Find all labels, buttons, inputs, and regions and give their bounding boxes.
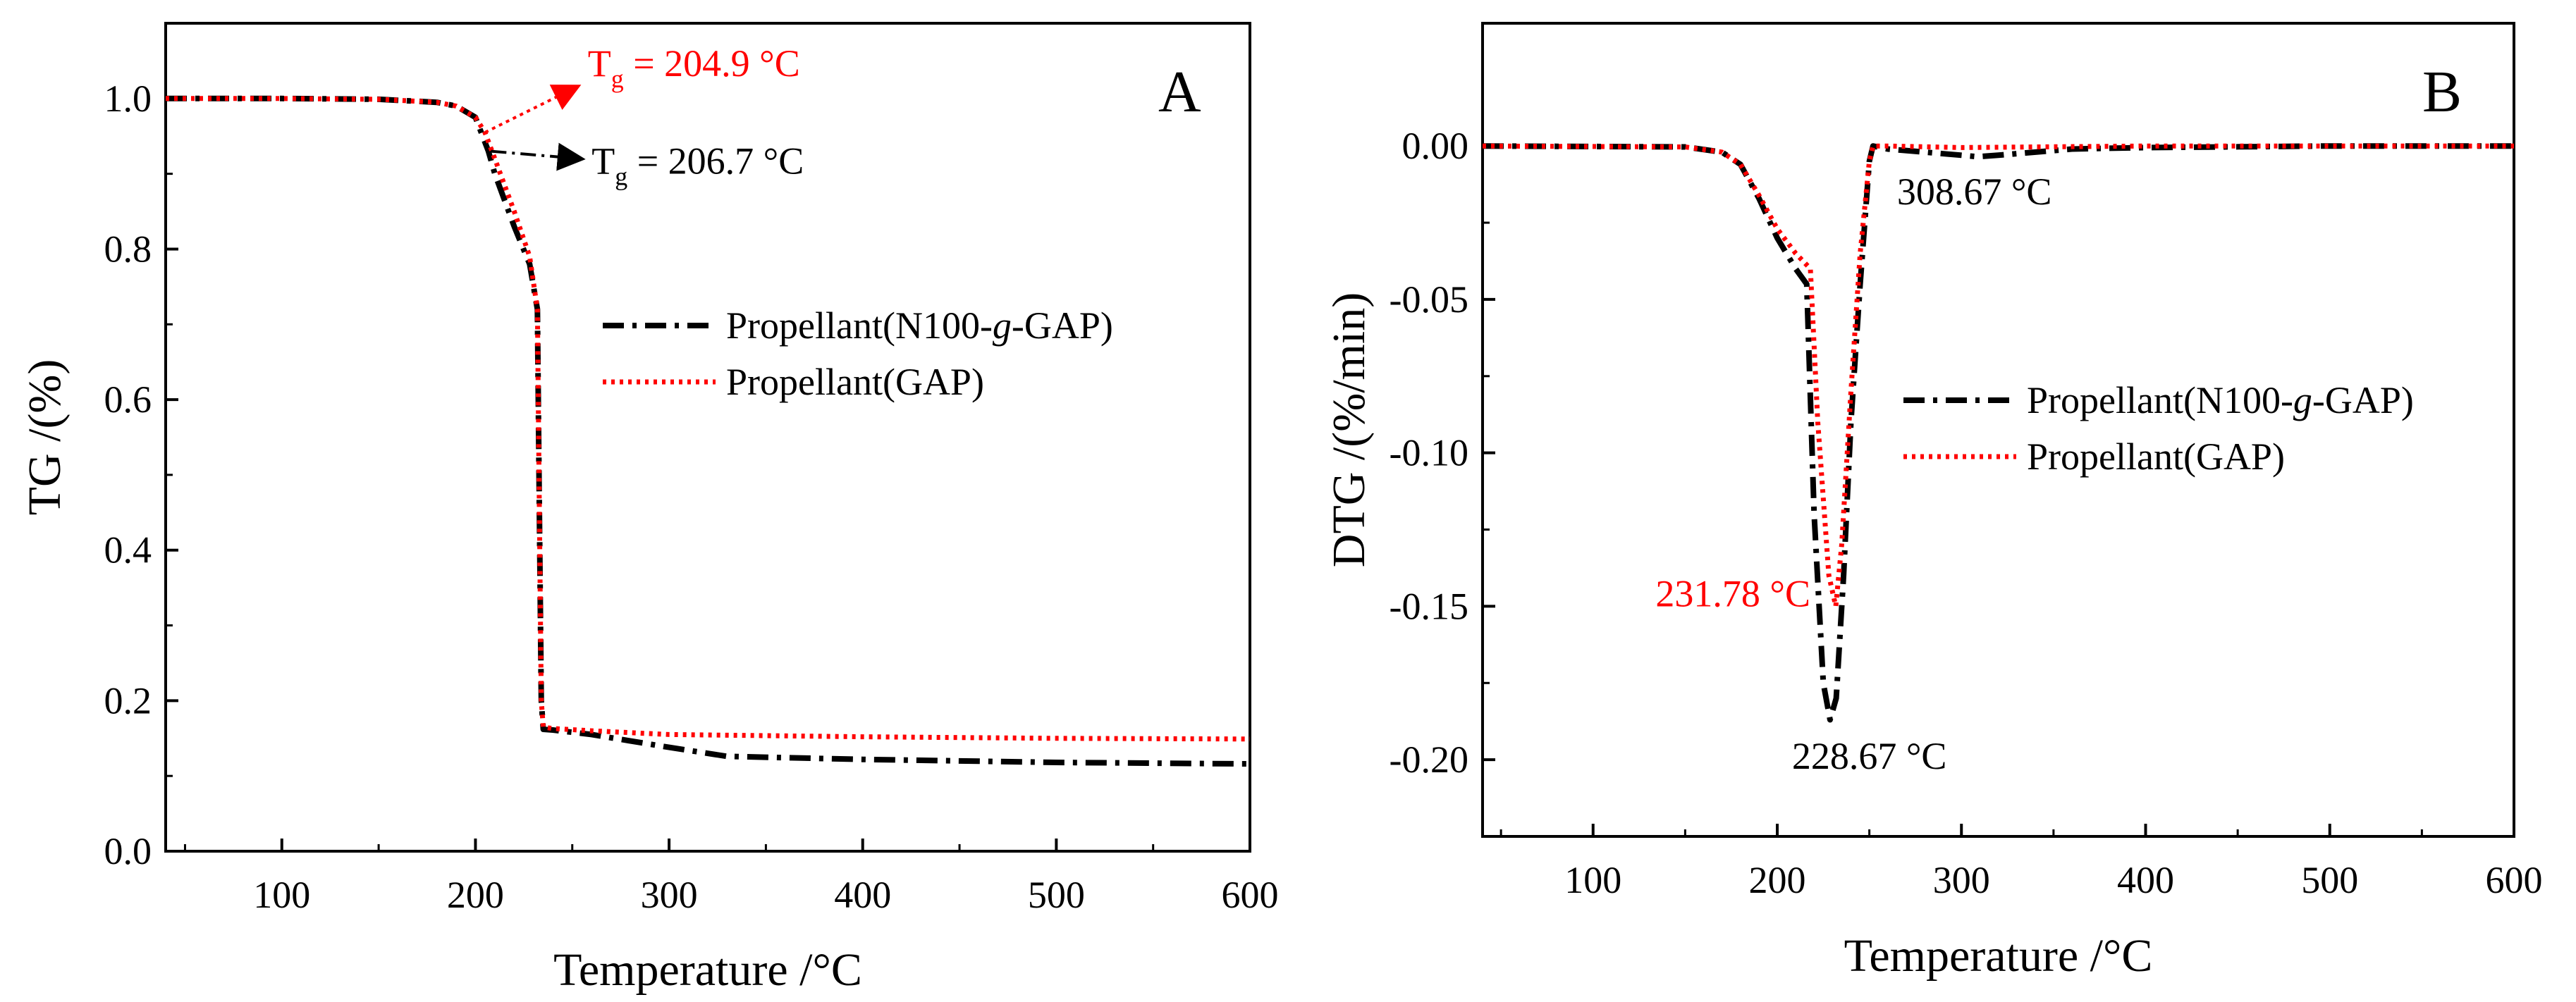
annotation-arrow [491,142,586,171]
x-tick-label: 400 [2117,859,2174,901]
plot-frame [1481,22,2515,838]
plot-frame [164,22,1251,853]
series-line-gap [1482,143,2514,609]
x-tick-label: 200 [447,874,504,916]
panel-label: B [2422,59,2462,125]
x-tick-label: 100 [253,874,310,916]
series-line-n100-g-gap [166,95,1251,767]
y-tick-label: 1.0 [104,78,152,120]
y-tick-label: 0.6 [104,378,152,421]
panel-b: 100 200 300 400 500 600 0.00 -0.05 -0.10 -0.15 -0.… [1323,22,2543,982]
panel-a: 100 200 300 400 500 600 0.0 0.2 0.4 0.6 0.8 1.0 Temp… [19,22,1279,996]
y-tick-label: 0.2 [104,679,152,722]
y-tick-label: 0.4 [104,529,152,571]
x-axis-label: Temperature /°C [553,944,862,996]
y-tick-label: 0.00 [1402,125,1469,167]
x-tick-label: 300 [1933,859,1990,901]
series-line-gap [166,96,1251,742]
y-axis-label: DTG /(%/min) [1323,292,1375,567]
series-line-n100-g-gap [1482,143,2514,723]
y-tick-label: -0.20 [1390,738,1468,781]
panel-label: A [1158,59,1201,125]
y-tick-label: -0.15 [1390,585,1468,627]
x-tick-label: 500 [1028,874,1085,916]
legend-label: Propellant(GAP) [726,361,984,403]
x-tick-label: 600 [2486,859,2543,901]
x-tick-label: 600 [1222,874,1279,916]
y-tick-label: 0.8 [104,228,152,270]
x-tick-label: 500 [2301,859,2358,901]
annotation-label: 308.67 °C [1897,171,2052,213]
x-tick-label: 100 [1564,859,1621,901]
x-axis-label: Temperature /°C [1844,930,2153,982]
annotation-label: Tg = 204.9 °C [588,42,800,93]
y-tick-label: -0.05 [1390,278,1468,321]
legend-label: Propellant(N100-g-GAP) [2027,379,2414,421]
annotation-label: Tg = 206.7 °C [591,140,804,191]
annotation-label: 231.78 °C [1655,572,1810,614]
annotation-label: 228.67 °C [1792,735,1947,777]
y-tick-label: -0.10 [1390,432,1468,474]
legend-label: Propellant(GAP) [2027,435,2285,478]
legend-label: Propellant(N100-g-GAP) [726,304,1113,347]
x-tick-label: 300 [641,874,698,916]
y-tick-label: 0.0 [104,830,152,872]
x-tick-label: 400 [834,874,891,916]
y-axis-label: TG /(%) [19,359,70,516]
annotation-arrow [484,85,582,134]
x-tick-label: 200 [1749,859,1806,901]
